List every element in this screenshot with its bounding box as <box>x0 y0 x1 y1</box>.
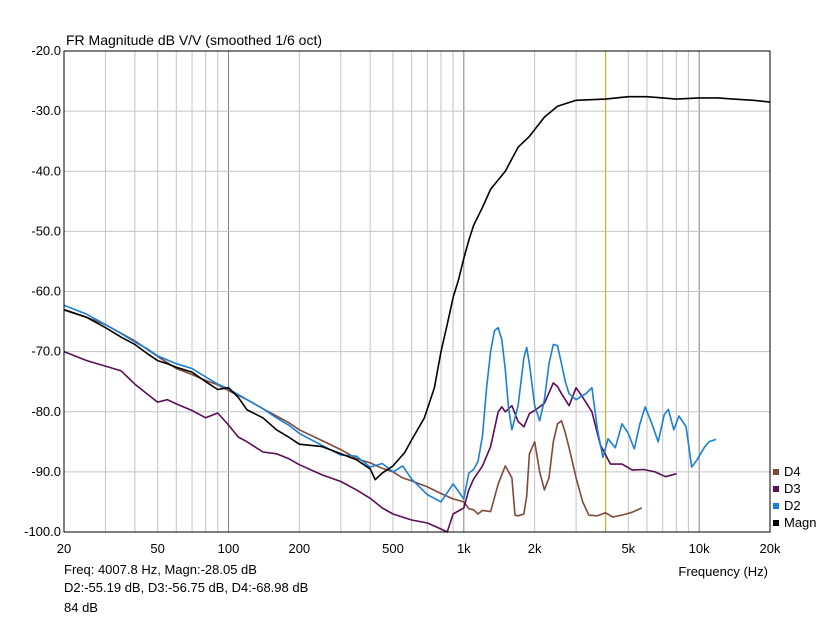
x-tick-label: 500 <box>382 541 404 556</box>
y-tick-label: -90.0 <box>31 464 61 479</box>
legend-swatch-d3 <box>773 486 779 492</box>
cursor-readout-level: 84 dB <box>64 600 98 615</box>
legend-label-magn: Magn <box>784 515 817 530</box>
x-tick-label: 20k <box>760 541 781 556</box>
legend: D4 D3 D2 Magn <box>773 464 817 530</box>
y-tick-labels: -20.0 -30.0 -40.0 -50.0 -60.0 -70.0 -80.0 -90.0… <box>24 43 61 539</box>
chart-title: FR Magnitude dB V/V (smoothed 1/6 oct) <box>66 32 322 48</box>
x-tick-labels: 20 50 100 200 500 1k 2k 5k 10k 20k <box>57 541 781 556</box>
x-tick-label: 1k <box>457 541 471 556</box>
cursor-readout-distortion: D2:-55.19 dB, D3:-56.75 dB, D4:-68.98 dB <box>64 580 309 595</box>
x-tick-label: 50 <box>150 541 164 556</box>
series-line-magn <box>63 95 771 481</box>
x-tick-label: 2k <box>528 541 542 556</box>
legend-swatch-magn <box>773 520 779 526</box>
legend-swatch-d2 <box>773 503 779 509</box>
x-tick-label: 100 <box>218 541 240 556</box>
y-tick-label: -40.0 <box>31 163 61 178</box>
y-tick-label: -50.0 <box>31 223 61 238</box>
grid <box>63 50 771 533</box>
series-line-d4 <box>63 309 643 518</box>
x-tick-label: 10k <box>689 541 710 556</box>
x-axis-label: Frequency (Hz) <box>678 564 768 579</box>
y-tick-label: -60.0 <box>31 284 61 299</box>
x-tick-label: 200 <box>288 541 310 556</box>
y-tick-label: -100.0 <box>24 524 61 539</box>
legend-swatch-d4 <box>773 469 779 475</box>
series-line-d2 <box>63 304 717 503</box>
series-layer <box>63 95 771 533</box>
cursor-readout-freq: Freq: 4007.8 Hz, Magn:-28.05 dB <box>64 562 257 577</box>
y-tick-label: -80.0 <box>31 404 61 419</box>
y-tick-label: -70.0 <box>31 344 61 359</box>
y-tick-label: -20.0 <box>31 43 61 58</box>
y-tick-label: -30.0 <box>31 103 61 118</box>
x-tick-label: 5k <box>621 541 635 556</box>
x-tick-label: 20 <box>57 541 71 556</box>
legend-label-d3: D3 <box>784 481 801 496</box>
legend-label-d4: D4 <box>784 464 801 479</box>
plot-frame <box>63 50 771 533</box>
legend-label-d2: D2 <box>784 498 801 513</box>
series-line-d3 <box>63 350 677 533</box>
